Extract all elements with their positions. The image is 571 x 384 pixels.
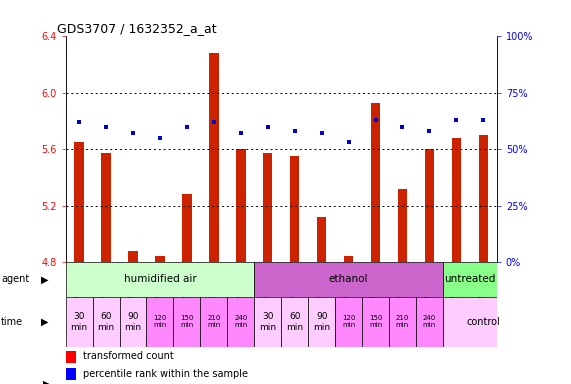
Text: 90
min: 90 min	[313, 312, 330, 332]
Text: 30
min: 30 min	[71, 312, 88, 332]
Bar	[119, 297, 147, 347]
Bar	[281, 297, 308, 347]
Text: humidified air: humidified air	[123, 275, 196, 285]
Text: percentile rank within the sample: percentile rank within the sample	[83, 369, 248, 379]
Point	[182, 124, 191, 130]
Bar	[263, 153, 272, 262]
Text: ▶: ▶	[43, 379, 49, 384]
Point	[425, 128, 434, 134]
Text: 210
min: 210 min	[396, 316, 409, 328]
Bar	[443, 262, 497, 297]
Bar	[93, 297, 119, 347]
Point	[155, 135, 164, 141]
Bar	[209, 53, 219, 262]
Text: ethanol: ethanol	[329, 275, 368, 285]
Text: 120
min: 120 min	[153, 316, 167, 328]
Bar	[254, 297, 281, 347]
Text: 150
min: 150 min	[369, 316, 382, 328]
Text: 60
min: 60 min	[286, 312, 303, 332]
Text: 120
min: 120 min	[342, 316, 355, 328]
Point	[290, 128, 299, 134]
Bar	[416, 297, 443, 347]
Point	[128, 130, 138, 136]
Bar	[344, 256, 353, 262]
Point	[210, 119, 219, 125]
Text: 90
min: 90 min	[124, 312, 142, 332]
Bar	[398, 189, 407, 262]
Bar	[443, 297, 497, 347]
Bar	[236, 149, 246, 262]
Point	[102, 124, 111, 130]
Bar	[174, 297, 200, 347]
Point	[478, 117, 488, 123]
Text: 30
min: 30 min	[259, 312, 276, 332]
Bar	[371, 103, 380, 262]
Text: time: time	[1, 317, 23, 327]
Point	[371, 117, 380, 123]
Bar	[74, 142, 84, 262]
Point	[344, 139, 353, 146]
Text: 240
min: 240 min	[423, 316, 436, 328]
Text: control: control	[467, 317, 500, 327]
Text: ▶: ▶	[41, 317, 49, 327]
Text: ▶: ▶	[41, 275, 49, 285]
Bar	[362, 297, 389, 347]
Bar	[254, 262, 443, 297]
Point	[75, 119, 84, 125]
Text: 150
min: 150 min	[180, 316, 194, 328]
Bar	[128, 251, 138, 262]
Bar	[389, 297, 416, 347]
Point	[398, 124, 407, 130]
Bar	[147, 297, 174, 347]
Bar	[102, 153, 111, 262]
Bar	[290, 156, 299, 262]
Bar	[452, 138, 461, 262]
Bar	[155, 256, 164, 262]
Bar	[182, 194, 192, 262]
Bar	[425, 149, 434, 262]
Bar	[308, 297, 335, 347]
Point	[263, 124, 272, 130]
Bar	[66, 351, 77, 363]
Text: untreated: untreated	[444, 275, 496, 285]
Text: agent: agent	[1, 275, 29, 285]
Text: GDS3707 / 1632352_a_at: GDS3707 / 1632352_a_at	[57, 22, 216, 35]
Bar	[317, 217, 327, 262]
Text: 60
min: 60 min	[98, 312, 115, 332]
Text: transformed count: transformed count	[83, 351, 174, 361]
Bar	[335, 297, 362, 347]
Text: 240
min: 240 min	[234, 316, 247, 328]
Point	[236, 130, 246, 136]
Bar	[200, 297, 227, 347]
Bar	[66, 262, 254, 297]
Bar	[478, 135, 488, 262]
Bar	[227, 297, 254, 347]
Text: 210
min: 210 min	[207, 316, 220, 328]
Bar	[66, 368, 77, 380]
Point	[317, 130, 326, 136]
Bar	[66, 297, 93, 347]
Point	[452, 117, 461, 123]
